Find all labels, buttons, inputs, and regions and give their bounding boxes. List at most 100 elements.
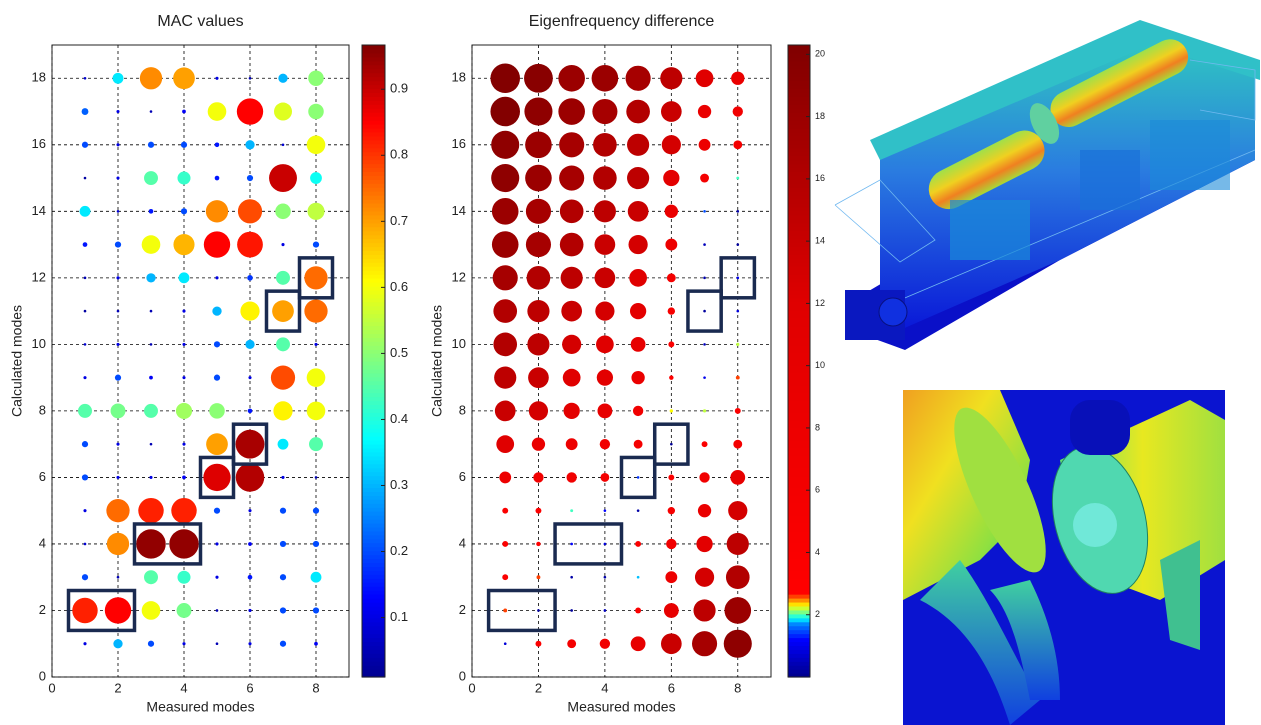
bubble <box>625 65 651 91</box>
colorbar-tick-label: 2 <box>815 609 820 619</box>
bubble <box>566 472 577 483</box>
colorbar-cell <box>362 420 385 425</box>
colorbar-cell <box>362 578 385 583</box>
bubble <box>562 334 582 354</box>
bubble <box>570 575 573 579</box>
colorbar-cell <box>788 562 810 567</box>
bubble <box>660 101 682 122</box>
bubble <box>83 176 87 180</box>
colorbar-cell <box>362 274 385 279</box>
colorbar-cell <box>362 515 385 520</box>
colorbar-cell <box>362 191 385 196</box>
colorbar-cell <box>788 353 810 358</box>
engine-render <box>834 20 1260 350</box>
bubble <box>112 72 124 84</box>
colorbar-tick-label: 0.7 <box>390 213 408 228</box>
colorbar-cell <box>788 455 810 461</box>
highlight-box <box>686 289 723 333</box>
bubble <box>182 642 186 646</box>
bubble <box>81 474 89 481</box>
bubble <box>597 403 613 419</box>
colorbar-cell <box>362 175 385 180</box>
colorbar-cell <box>362 661 385 666</box>
colorbar-cell <box>362 222 385 228</box>
colorbar-cell <box>788 590 810 595</box>
bubble <box>494 366 517 389</box>
colorbar-cell <box>362 613 385 619</box>
bubble <box>212 306 222 316</box>
colorbar-cell <box>788 483 810 488</box>
colorbar-cell <box>788 669 810 674</box>
colorbar-cell <box>788 617 810 623</box>
x-tick-label: 6 <box>668 680 675 695</box>
colorbar-cell <box>362 621 385 627</box>
bubble <box>627 200 649 222</box>
bubble <box>81 574 89 581</box>
bubble <box>703 343 706 346</box>
colorbar-cell <box>362 649 385 654</box>
colorbar-cell <box>362 605 385 611</box>
colorbar-cell <box>788 440 810 445</box>
bubble <box>116 143 120 147</box>
colorbar-cell <box>788 361 810 366</box>
colorbar-cell <box>788 60 810 66</box>
colorbar-cell <box>362 507 385 512</box>
colorbar-cell <box>788 45 810 50</box>
colorbar-cell <box>362 570 385 575</box>
x-tick-label: 8 <box>312 680 319 695</box>
colorbar-cell <box>788 254 810 259</box>
x-axis-label: Measured modes <box>567 699 675 715</box>
bubble <box>490 96 521 127</box>
bubble <box>593 132 617 157</box>
bubble <box>490 63 521 94</box>
colorbar-cell <box>788 673 810 678</box>
colorbar-cell <box>788 48 810 54</box>
colorbar-cell <box>362 214 385 220</box>
colorbar-cell <box>362 282 385 287</box>
bubble <box>491 198 519 225</box>
bubble <box>703 243 706 246</box>
colorbar-cell <box>362 673 385 678</box>
colorbar-cell <box>788 187 810 192</box>
colorbar-cell <box>788 131 810 137</box>
bubble <box>139 67 163 90</box>
colorbar-cell <box>788 218 810 224</box>
colorbar-cell <box>362 503 385 508</box>
colorbar-cell <box>362 254 385 259</box>
colorbar-cell <box>788 104 810 109</box>
colorbar-cell <box>362 317 385 323</box>
colorbar-cell <box>788 199 810 204</box>
bubble <box>116 109 120 114</box>
colorbar-cell <box>362 230 385 236</box>
colorbar-cell <box>788 459 810 465</box>
colorbar-cell <box>362 609 385 615</box>
colorbar-cell <box>362 495 385 500</box>
colorbar-cell <box>362 135 385 141</box>
y-tick-label: 8 <box>459 402 466 417</box>
highlight-box <box>66 588 137 633</box>
bubble <box>691 631 718 657</box>
colorbar-cell <box>788 566 810 571</box>
colorbar-cell <box>362 321 385 327</box>
colorbar-cell <box>788 293 810 299</box>
colorbar-cell <box>788 428 810 433</box>
bubble <box>703 210 706 213</box>
colorbar-cell <box>362 52 385 58</box>
bubble <box>525 131 552 159</box>
bubble <box>114 241 122 248</box>
colorbar-cell <box>788 463 810 469</box>
bubble <box>559 165 585 191</box>
bubble <box>235 463 265 492</box>
colorbar-cell <box>788 274 810 279</box>
colorbar-cell <box>788 124 810 129</box>
bubble <box>206 433 228 456</box>
bubble <box>736 243 740 246</box>
bubble <box>697 504 712 518</box>
bubble <box>734 407 741 414</box>
bubble <box>273 401 293 421</box>
colorbar-tick-label: 16 <box>815 173 825 183</box>
colorbar-cell <box>788 301 810 307</box>
colorbar-tick-label: 6 <box>815 485 820 495</box>
highlight-box <box>619 455 657 500</box>
colorbar-cell <box>788 649 810 654</box>
